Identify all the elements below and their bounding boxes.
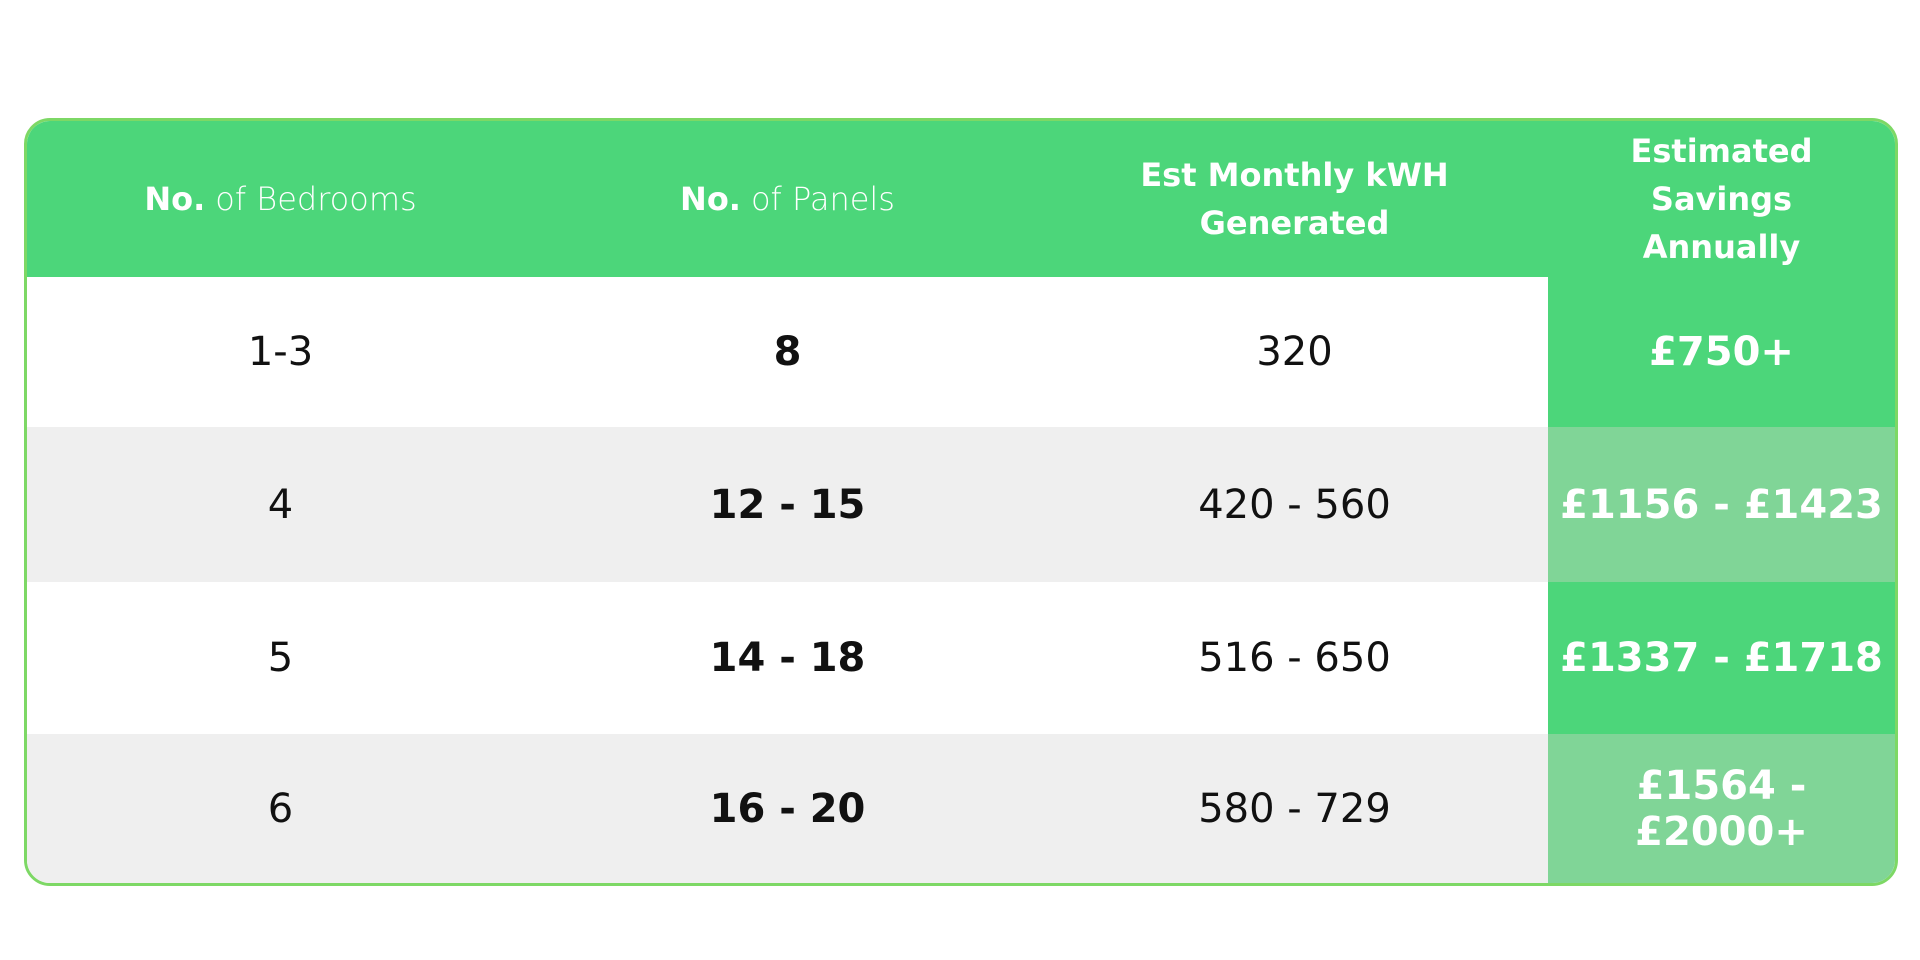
savings-cell: £1564 - £2000+ xyxy=(1548,734,1895,883)
savings-table: No. of Bedrooms No. of Panels Est Monthly … xyxy=(24,118,1898,886)
cell: 5 xyxy=(27,582,534,734)
header-bold: No. xyxy=(680,180,741,218)
cell: 16 - 20 xyxy=(534,734,1041,883)
cell: 1-3 xyxy=(27,277,534,427)
savings-cell: £1337 - £1718 xyxy=(1548,582,1895,734)
header-cell: Est Monthly kWH Generated xyxy=(1041,121,1548,277)
header-bold: No. xyxy=(144,180,206,218)
header-text: of Panels xyxy=(750,180,895,218)
cell: 4 xyxy=(27,427,534,582)
savings-cell: £1156 - £1423 xyxy=(1548,427,1895,582)
cell: 320 xyxy=(1041,277,1548,427)
header-text: Estimated Savings Annually xyxy=(1630,132,1813,266)
header-text: Est Monthly kWH Generated xyxy=(1140,156,1449,242)
cell: 420 - 560 xyxy=(1041,427,1548,582)
header-cell: No. of Bedrooms xyxy=(27,121,534,277)
cell: 12 - 15 xyxy=(534,427,1041,582)
header-text: of Bedrooms xyxy=(215,180,417,218)
header-cell: Estimated Savings Annually xyxy=(1548,121,1895,277)
cell: 14 - 18 xyxy=(534,582,1041,734)
header-cell: No. of Panels xyxy=(534,121,1041,277)
savings-cell: £750+ xyxy=(1548,277,1895,427)
cell: 8 xyxy=(534,277,1041,427)
cell: 580 - 729 xyxy=(1041,734,1548,883)
cell: 516 - 650 xyxy=(1041,582,1548,734)
cell: 6 xyxy=(27,734,534,883)
